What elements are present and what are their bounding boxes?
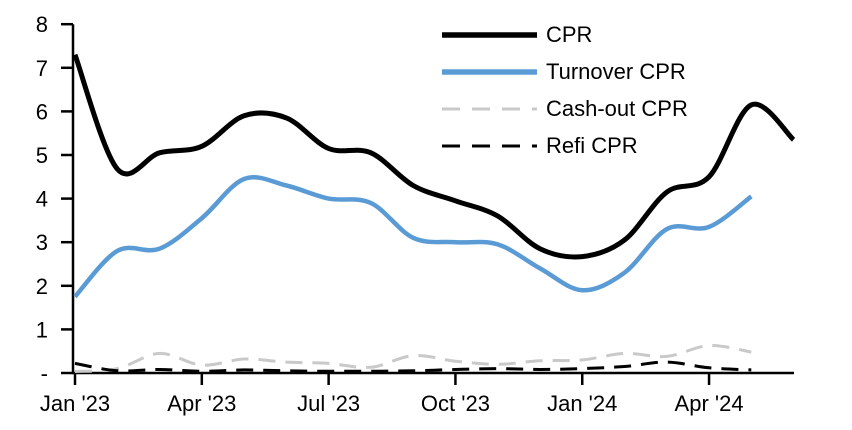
y-tick-label: 6: [36, 99, 48, 124]
y-tick-label: 1: [36, 317, 48, 342]
series-line-refi-cpr: [74, 360, 752, 373]
y-tick-label: -: [41, 361, 48, 386]
series-line-cpr: [72, 53, 796, 260]
x-tick-label: Apr '23: [167, 391, 236, 416]
legend-item-cashout-cpr: Cash-out CPR: [442, 90, 688, 127]
legend-item-refi-cpr: Refi CPR: [442, 127, 688, 164]
y-tick-label: 3: [36, 230, 48, 255]
legend-label-turnover-cpr: Turnover CPR: [546, 58, 686, 84]
series-line-turnover-cpr: [73, 174, 753, 299]
legend-item-turnover-cpr: Turnover CPR: [442, 53, 688, 90]
legend-label-cpr: CPR: [546, 21, 593, 47]
legend-item-cpr: CPR: [442, 16, 688, 53]
x-tick-label: Jul '23: [297, 391, 360, 416]
y-tick-label: 4: [36, 187, 48, 212]
legend-line-sample-turnover: [442, 68, 537, 75]
x-tick-label: Apr '24: [675, 391, 744, 416]
legend: CPR Turnover CPR Cash-out CPR Refi CPR: [442, 16, 688, 164]
y-tick-label: 8: [36, 12, 48, 37]
series-line-cash-out-cpr: [74, 343, 752, 373]
legend-line-sample-refi: [442, 144, 537, 147]
x-tick-label: Oct '23: [421, 391, 490, 416]
y-tick-label: 7: [36, 56, 48, 81]
y-tick-label: 5: [36, 143, 48, 168]
x-tick-label: Jan '24: [547, 391, 617, 416]
legend-line-sample-cashout: [442, 107, 537, 110]
x-tick-label: Jan '23: [40, 391, 110, 416]
legend-label-refi-cpr: Refi CPR: [546, 132, 638, 158]
y-tick-label: 2: [36, 274, 48, 299]
legend-line-sample-cpr: [442, 31, 537, 38]
legend-label-cashout-cpr: Cash-out CPR: [546, 95, 688, 121]
